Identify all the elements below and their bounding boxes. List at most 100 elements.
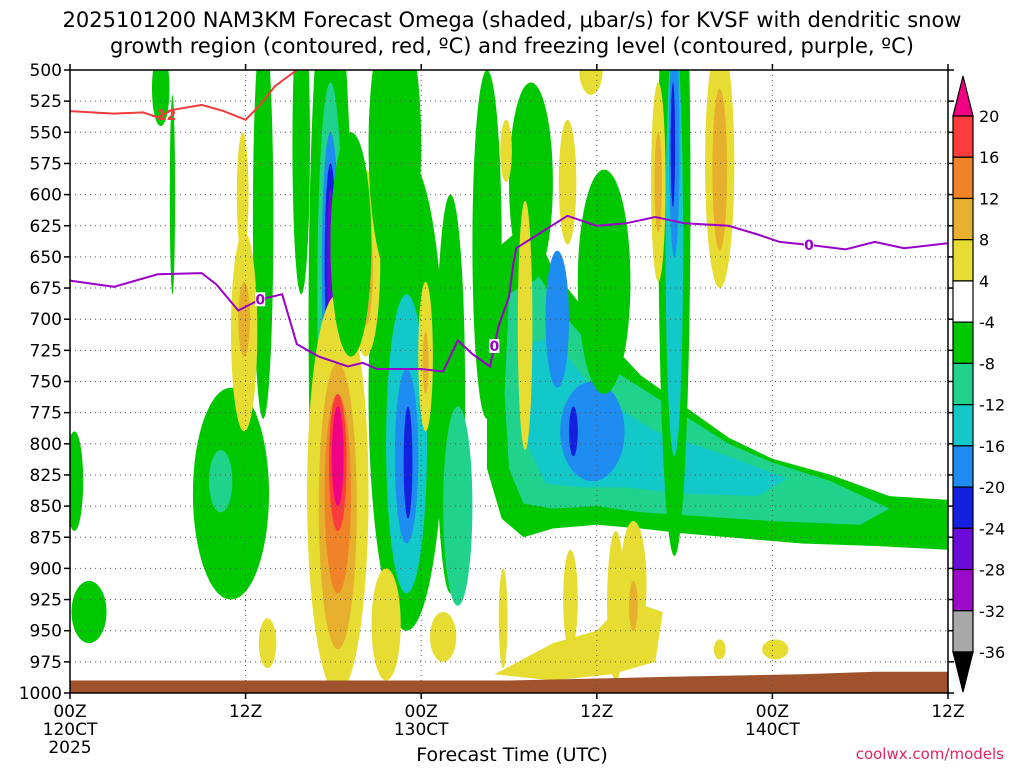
colorbar-label: -32	[979, 602, 1005, 621]
omega-green-cell	[70, 431, 84, 532]
freezing-label-bg	[489, 338, 500, 353]
chart-title-line2: growth region (contoured, red, ºC) and f…	[110, 34, 914, 58]
y-tick-label: 575	[30, 154, 62, 174]
x-axis-title: Forecast Time (UTC)	[416, 744, 608, 766]
omega-yellow-cell	[762, 639, 789, 660]
colorbar-label: -20	[979, 478, 1005, 497]
colorbar-label: -8	[979, 354, 995, 373]
colorbar-label: -24	[979, 519, 1005, 538]
omega-yellow-cell	[517, 200, 533, 451]
colorbar-label: -28	[979, 561, 1005, 580]
freezing-label-bg	[803, 237, 814, 252]
omega-blue-core	[403, 406, 413, 519]
omega-orange-cell	[238, 281, 250, 357]
x-year-label: 2025	[48, 738, 91, 758]
colorbar-swatch	[952, 486, 974, 529]
colorbar-swatch	[952, 197, 974, 241]
x-tick-label: 00Z	[53, 702, 86, 722]
omega-green-cell	[577, 169, 631, 394]
colorbar-top-arrow	[952, 75, 974, 117]
contour-layer: -12 0 0 0	[70, 70, 948, 373]
omega-yellow-cell	[498, 568, 508, 669]
x-tick-label: 00Z	[756, 702, 789, 722]
y-tick-label: 825	[30, 466, 62, 486]
omega-yellow-cell	[579, 70, 603, 95]
y-tick-label: 975	[30, 653, 62, 673]
x-tick-label: 00Z	[405, 702, 438, 722]
x-date-label: 120CT	[43, 720, 98, 740]
y-tick-label: 750	[30, 373, 62, 393]
colorbar-bottom-arrow	[952, 651, 974, 693]
omega-green-cell	[330, 132, 372, 357]
colorbar-swatch	[952, 115, 974, 158]
colorbar-swatch	[952, 527, 974, 571]
colorbar-label: -36	[979, 643, 1005, 662]
y-tick-label: 550	[30, 123, 62, 143]
colorbar-label: -4	[979, 313, 995, 332]
y-tick-label: 700	[30, 310, 62, 330]
y-tick-label: 625	[30, 217, 62, 237]
colorbar-swatch	[952, 568, 974, 612]
omega-magenta-core	[331, 406, 344, 507]
omega-shading	[70, 70, 948, 693]
omega-green-cell	[71, 580, 107, 644]
colorbar-label: 12	[979, 189, 999, 208]
freezing-level-label: 0	[804, 238, 814, 254]
omega-yellow-cell	[558, 119, 577, 245]
colorbar-swatch	[952, 610, 974, 653]
omega-green-cell	[169, 94, 176, 295]
omega-orange-cell	[712, 88, 728, 251]
axes: 500 525 550 575 600 625 650 675 700 725 750 775 800 8…	[19, 61, 965, 758]
y-tick-label: 800	[30, 435, 62, 455]
colorbar-label: 4	[979, 272, 989, 291]
colorbar-swatch	[952, 239, 974, 282]
omega-teal-cell	[209, 450, 233, 513]
y-tick-label: 950	[30, 622, 62, 642]
x-tick-label: 12Z	[229, 702, 262, 722]
dgz-contour-label: -12	[151, 108, 176, 124]
y-tick-label: 850	[30, 497, 62, 517]
colorbar-swatch	[952, 362, 974, 406]
omega-blue-core	[670, 82, 676, 208]
omega-orange-cell	[422, 331, 429, 394]
omega-green-cell	[368, 70, 422, 282]
omega-green-cell	[472, 70, 502, 419]
credit-link[interactable]: coolwx.com/models	[855, 745, 1004, 763]
omega-orange-cell	[628, 580, 638, 631]
y-tick-label: 1000	[19, 684, 62, 704]
omega-teal-cell	[443, 406, 473, 606]
omega-yellow-cell	[371, 568, 401, 681]
omega-green-cell	[252, 70, 274, 419]
omega-yellow-cell	[236, 132, 249, 257]
x-tick-label: 12Z	[931, 702, 964, 722]
omega-green-cell	[292, 70, 310, 295]
x-tick-label: 12Z	[580, 702, 613, 722]
colorbar-swatch	[952, 404, 974, 447]
y-tick-label: 925	[30, 591, 62, 611]
omega-lblue-cell	[560, 381, 625, 482]
x-date-label: 140CT	[745, 720, 800, 740]
y-tick-label: 500	[30, 61, 62, 81]
chart-title-line1: 2025101200 NAM3KM Forecast Omega (shaded…	[62, 8, 962, 32]
colorbar-swatch	[952, 280, 974, 323]
colorbar-label: 20	[979, 107, 999, 126]
y-tick-label: 875	[30, 528, 62, 548]
omega-blue-core	[568, 406, 578, 457]
y-tick-label: 675	[30, 279, 62, 299]
colorbar-swatch	[952, 321, 974, 364]
colorbar-swatch	[952, 445, 974, 488]
omega-orange-cell	[654, 132, 662, 232]
y-tick-label: 900	[30, 559, 62, 579]
freezing-label-bg	[255, 292, 266, 307]
terrain-strip	[70, 671, 948, 693]
omega-lblue-cell	[545, 250, 569, 388]
y-tick-label: 775	[30, 404, 62, 424]
colorbar: 20 16 12 8 4 -4 -8 -12 -16 -20 -24 -28 -32 -36	[952, 75, 1005, 693]
colorbar-label: 8	[979, 231, 989, 250]
omega-yellow-cell	[500, 119, 512, 183]
freezing-level-label: 0	[489, 339, 499, 355]
colorbar-label: 16	[979, 148, 999, 167]
freezing-level-label: 0	[255, 292, 265, 308]
y-tick-label: 525	[30, 92, 62, 112]
y-tick-label: 725	[30, 341, 62, 361]
